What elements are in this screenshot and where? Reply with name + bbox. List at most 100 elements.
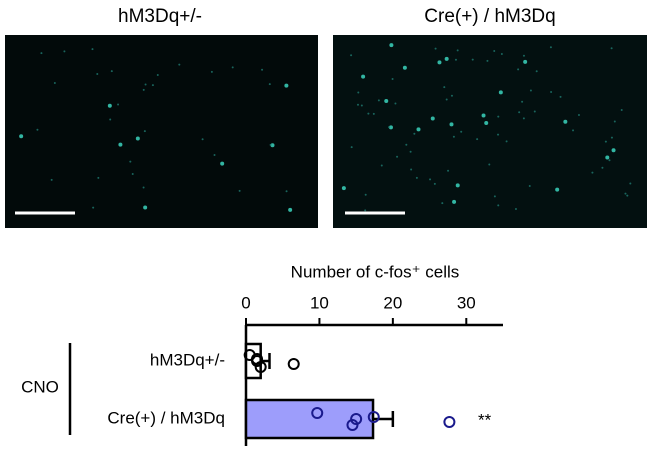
cell [109, 118, 112, 121]
cell [518, 111, 521, 114]
cell [63, 50, 66, 53]
cell [210, 70, 213, 73]
cell [460, 130, 463, 133]
cell [110, 70, 113, 73]
cell [396, 155, 399, 158]
cell [96, 72, 99, 75]
cell [268, 83, 271, 86]
cell [53, 82, 56, 85]
cell [131, 173, 134, 176]
cell [50, 178, 53, 181]
cell [563, 119, 568, 124]
cell [356, 103, 359, 106]
cell [97, 176, 100, 179]
cell [372, 112, 375, 115]
cell [391, 78, 394, 81]
cell [142, 186, 145, 189]
cell [456, 49, 459, 52]
cell [604, 140, 607, 143]
cell [493, 49, 496, 52]
cell [409, 150, 412, 153]
axis-title: Number of c-fos⁺ cells [291, 262, 460, 281]
cell [261, 68, 264, 71]
cell [484, 120, 489, 125]
cell [514, 208, 517, 211]
cell [529, 89, 532, 92]
data-point [350, 413, 363, 425]
micrograph [333, 35, 647, 228]
cell [445, 98, 448, 101]
cell [452, 135, 455, 138]
cell [129, 160, 132, 163]
cell [481, 113, 486, 118]
cell [107, 103, 112, 108]
cell [447, 169, 450, 172]
cell [410, 168, 413, 171]
cell [476, 138, 479, 141]
cell [444, 56, 449, 61]
data-point [287, 358, 300, 370]
cell [360, 104, 363, 107]
cell [361, 74, 366, 79]
cell [380, 164, 383, 167]
cell [429, 178, 432, 181]
cell [533, 110, 536, 113]
cell [437, 60, 442, 65]
cell [486, 59, 489, 62]
cell [92, 206, 95, 209]
cell [405, 143, 408, 146]
cell [350, 54, 353, 57]
cell [497, 115, 500, 118]
cell [528, 185, 531, 188]
cell [441, 202, 444, 205]
bar [244, 398, 375, 440]
x-tick-label: 0 [241, 293, 250, 312]
cell [549, 46, 552, 49]
cell [367, 112, 370, 115]
cell [434, 47, 437, 50]
cell [416, 127, 421, 132]
cell [497, 204, 500, 207]
cell [591, 171, 594, 174]
cell [36, 128, 39, 131]
cell [605, 155, 610, 160]
data-point [346, 419, 359, 431]
cell [577, 114, 580, 117]
cell [135, 136, 140, 141]
x-tick-label: 20 [383, 293, 402, 312]
cell [517, 68, 520, 71]
cell [144, 83, 147, 86]
cell [610, 47, 613, 50]
cell [450, 94, 453, 97]
cell [288, 207, 293, 212]
cell [493, 195, 496, 198]
cell [497, 133, 500, 136]
cell [19, 134, 24, 139]
cell [231, 66, 234, 69]
cell [238, 189, 241, 192]
cell [449, 122, 454, 127]
cell [521, 100, 524, 103]
data-point [251, 353, 264, 365]
cell [156, 73, 159, 76]
cell [455, 183, 460, 188]
cell [454, 58, 457, 61]
cell [384, 98, 389, 103]
cell [626, 194, 629, 197]
data-point [311, 407, 324, 419]
cell [402, 65, 407, 70]
cell [471, 58, 474, 61]
cell [624, 192, 627, 195]
y-tick-label: Cre(+) / hM3Dq [107, 408, 225, 427]
cell [364, 193, 367, 196]
cell [389, 43, 394, 48]
cell [178, 63, 181, 66]
y-tick-label: hM3Dq+/- [150, 350, 225, 369]
cell [285, 190, 288, 193]
data-point [367, 411, 380, 423]
cell [601, 166, 604, 169]
cell [357, 91, 360, 94]
cell [341, 186, 346, 191]
cell [498, 90, 503, 95]
cell [610, 136, 613, 139]
